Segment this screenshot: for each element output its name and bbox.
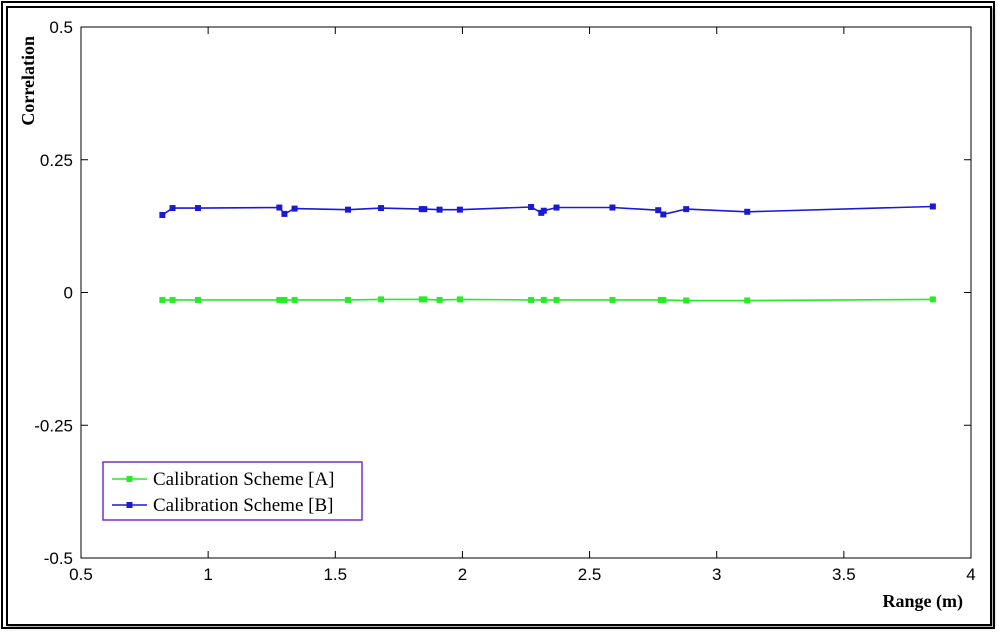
data-point <box>683 297 690 304</box>
data-point <box>378 205 385 212</box>
legend-entry-b: Calibration Scheme [B] <box>112 495 333 516</box>
y-axis-title: Correlation <box>18 36 38 126</box>
data-point <box>660 296 667 303</box>
axis-tick-labels: 0.5 1 1.5 2 2.5 3 3.5 4 -0.5 -0.25 0 0.25 0.5 <box>34 18 975 584</box>
data-point <box>194 296 201 303</box>
data-point <box>528 204 535 211</box>
data-point <box>281 296 288 303</box>
data-point <box>159 296 166 303</box>
data-point <box>456 206 463 213</box>
data-point <box>281 210 288 217</box>
x-axis-title: Range (m) <box>883 591 963 612</box>
x-tick-label: 3 <box>712 565 721 584</box>
legend-entry-a: Calibration Scheme [A] <box>112 469 335 490</box>
series-layer <box>159 203 936 304</box>
data-point <box>609 204 616 211</box>
x-tick-label: 1.5 <box>323 565 347 584</box>
legend-swatch-marker-b <box>126 502 133 508</box>
data-point <box>456 296 463 303</box>
data-point <box>683 206 690 213</box>
data-point <box>276 204 283 211</box>
y-tick-label: 0.5 <box>49 18 73 37</box>
legend-label-a: Calibration Scheme [A] <box>153 469 335 490</box>
x-tick-label: 3.5 <box>832 565 856 584</box>
data-point <box>421 296 428 303</box>
data-point <box>436 296 443 303</box>
data-point <box>540 296 547 303</box>
legend-swatch-marker-a <box>126 476 133 482</box>
data-point <box>291 205 298 212</box>
y-tick-label: -0.5 <box>44 549 73 568</box>
data-point <box>421 206 428 213</box>
data-point <box>744 297 751 304</box>
data-point <box>345 296 351 303</box>
data-point <box>609 296 616 303</box>
data-point <box>291 296 298 303</box>
x-tick-label: 0.5 <box>69 565 93 584</box>
legend-label-b: Calibration Scheme [B] <box>153 495 333 516</box>
data-point <box>553 204 560 211</box>
data-point <box>276 296 283 303</box>
figure-inner-frame <box>6 6 992 626</box>
data-point <box>345 206 351 213</box>
data-point <box>540 207 547 214</box>
data-point <box>436 206 443 213</box>
data-point <box>528 296 535 303</box>
data-point <box>378 296 385 303</box>
legend: Calibration Scheme [A] Calibration Schem… <box>102 461 363 521</box>
x-tick-label: 4 <box>966 565 975 584</box>
data-point <box>660 211 667 218</box>
series-b <box>159 203 936 218</box>
y-tick-label: -0.25 <box>34 416 73 435</box>
series-a <box>159 296 936 304</box>
data-point <box>744 208 751 215</box>
data-point <box>169 205 176 212</box>
data-point <box>929 296 936 303</box>
data-point <box>159 211 166 218</box>
y-tick-label: 0.25 <box>40 151 73 170</box>
x-tick-label: 2.5 <box>578 565 602 584</box>
data-point <box>929 203 936 210</box>
axis-ticks <box>80 26 972 559</box>
x-tick-label: 1 <box>203 565 212 584</box>
legend-box <box>102 461 363 521</box>
x-tick-label: 2 <box>458 565 467 584</box>
data-point <box>553 296 560 303</box>
data-point <box>655 207 662 214</box>
data-point <box>169 296 176 303</box>
y-tick-label: 0 <box>64 284 73 303</box>
data-point <box>194 205 201 212</box>
